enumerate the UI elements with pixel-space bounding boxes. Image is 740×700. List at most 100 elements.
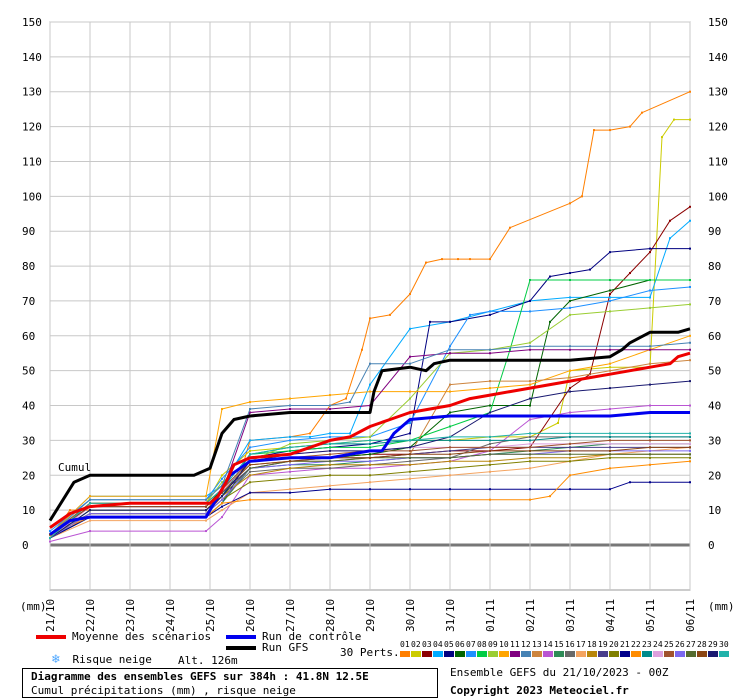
- pert-legend-number: 17: [576, 640, 586, 649]
- pert-legend-swatch: [466, 651, 476, 657]
- pert-legend-number: 10: [499, 640, 509, 649]
- series-point-pert-28: [529, 449, 531, 452]
- series-point-pert-11: [609, 348, 611, 351]
- series-layer: [48, 90, 691, 543]
- series-point-pert-30: [49, 537, 51, 540]
- pert-legend-number: 02: [411, 640, 421, 649]
- series-point-pert-26: [205, 512, 207, 515]
- series-point-pert-10: [369, 390, 371, 393]
- pert-legend-swatch: [620, 651, 630, 657]
- series-point-pert-07: [609, 299, 611, 302]
- series-point-pert-01: [509, 226, 511, 229]
- series-point-pert-06: [549, 320, 551, 323]
- pert-legend-swatch: [400, 651, 410, 657]
- series-point-pert-24: [529, 442, 531, 445]
- series-point-pert-21: [489, 488, 491, 491]
- series-point-pert-30: [489, 435, 491, 438]
- pert-legend-number: 26: [675, 640, 685, 649]
- series-point-pert-21: [329, 488, 331, 491]
- series-point-pert-25: [649, 439, 651, 442]
- series-point-pert-08: [569, 279, 571, 282]
- footer-title: Diagramme des ensembles GEFS sur 384h : …: [31, 670, 369, 683]
- series-point-pert-05: [609, 251, 611, 254]
- pert-legend-swatch: [565, 651, 575, 657]
- y-tick-label-right: 150: [708, 16, 728, 29]
- series-point-pert-07: [289, 439, 291, 442]
- series-point-pert-20: [689, 456, 691, 459]
- pert-legend-number: 11: [510, 640, 520, 649]
- pert-legend-swatch: [686, 651, 696, 657]
- series-point-pert-17: [221, 509, 223, 512]
- series-point-pert-04: [649, 296, 651, 299]
- y-tick-label-right: 20: [708, 469, 721, 482]
- series-point-pert-12: [369, 362, 371, 365]
- x-tick-label: 04/11: [604, 599, 617, 632]
- pert-legend-swatch: [455, 651, 465, 657]
- series-point-pert-07: [329, 435, 331, 438]
- x-tick-label: 03/11: [564, 599, 577, 632]
- series-point-pert-17: [489, 470, 491, 473]
- series-point-pert-04: [309, 435, 311, 438]
- pert-legend-swatch: [576, 651, 586, 657]
- series-point-pert-09: [529, 341, 531, 344]
- series-point-pert-17: [409, 477, 411, 480]
- series-point-pert-26: [89, 512, 91, 515]
- series-point-pert-07: [249, 446, 251, 449]
- series-point-pert-07: [449, 345, 451, 348]
- series-point-pert-26: [689, 449, 691, 452]
- series-point-pert-30: [609, 432, 611, 435]
- series-point-pert-28: [569, 449, 571, 452]
- series-point-pert-01: [629, 125, 631, 128]
- series-point-pert-29: [649, 383, 651, 386]
- series-point-pert-21: [409, 488, 411, 491]
- series-point-pert-01: [581, 195, 583, 198]
- series-point-pert-01: [457, 258, 459, 261]
- series-point-pert-23: [529, 439, 531, 442]
- series-point-pert-07: [469, 313, 471, 316]
- series-point-pert-22: [249, 498, 251, 501]
- series-point-pert-21: [449, 488, 451, 491]
- y-tick-label-left: 50: [22, 365, 35, 378]
- series-point-pert-28: [409, 453, 411, 456]
- series-point-pert-06: [449, 411, 451, 414]
- series-point-pert-20: [489, 463, 491, 466]
- series-point-pert-03: [669, 219, 671, 222]
- pert-legend-number: 14: [543, 640, 553, 649]
- pert-legend-number: 08: [477, 640, 487, 649]
- series-point-pert-27: [649, 453, 651, 456]
- series-point-pert-13: [529, 380, 531, 383]
- series-point-pert-04: [329, 432, 331, 435]
- y-tick-label-right: 140: [708, 51, 728, 64]
- series-point-pert-16: [249, 470, 251, 473]
- series-point-pert-11: [289, 408, 291, 411]
- series-point-pert-14: [369, 467, 371, 470]
- series-point-pert-24: [609, 442, 611, 445]
- series-point-pert-28: [49, 533, 51, 536]
- series-point-pert-08: [609, 279, 611, 282]
- pert-legend-swatch: [598, 651, 608, 657]
- y-tick-label-right: 10: [708, 504, 721, 517]
- series-point-pert-22: [289, 498, 291, 501]
- series-point-pert-21: [569, 488, 571, 491]
- series-point-pert-05: [409, 432, 411, 435]
- pert-legend-swatch: [708, 651, 718, 657]
- series-point-pert-30: [249, 453, 251, 456]
- x-tick-label: 05/11: [644, 599, 657, 632]
- series-point-pert-11: [409, 355, 411, 358]
- series-point-pert-16: [489, 442, 491, 445]
- series-point-pert-22: [409, 498, 411, 501]
- series-point-pert-26: [221, 498, 223, 501]
- series-point-pert-10: [449, 390, 451, 393]
- legend-mean-label: Moyenne des scénarios: [72, 630, 212, 643]
- pert-legend-number: 20: [609, 640, 619, 649]
- series-point-pert-01: [469, 258, 471, 261]
- series-line-main-0: [49, 351, 691, 529]
- pert-legend-swatch: [477, 651, 487, 657]
- series-point-pert-03: [569, 387, 571, 390]
- y-tick-label-left: 60: [22, 330, 35, 343]
- series-point-pert-11: [249, 411, 251, 414]
- series-point-pert-23: [609, 435, 611, 438]
- series-point-pert-27: [569, 453, 571, 456]
- series-point-pert-20: [409, 470, 411, 473]
- x-tick-label: 22/10: [84, 599, 97, 632]
